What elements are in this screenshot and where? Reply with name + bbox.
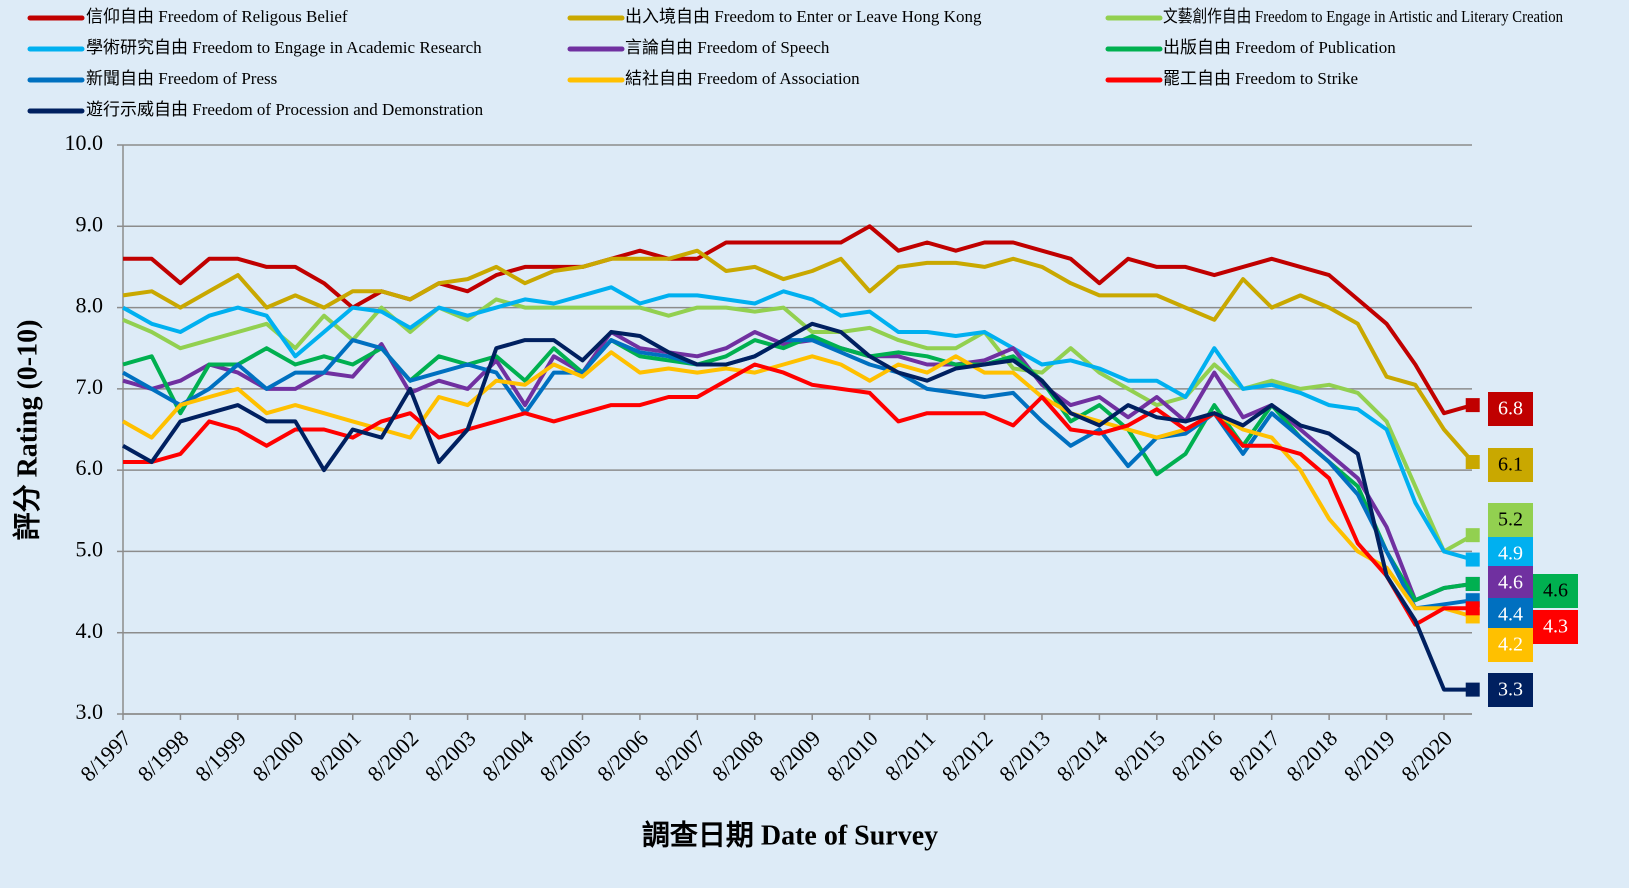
value-label: 6.8	[1498, 398, 1523, 420]
legend-label: 言論自由 Freedom of Speech	[625, 38, 830, 57]
value-label-box	[1488, 503, 1533, 537]
legend-label: 結社自由 Freedom of Association	[625, 69, 860, 88]
end-marker	[1465, 398, 1480, 413]
value-label-box	[1533, 574, 1578, 608]
value-label-box	[1488, 392, 1533, 426]
value-label: 4.9	[1498, 543, 1523, 565]
legend-label: 出版自由 Freedom of Publication	[1163, 38, 1396, 57]
y-tick-label: 4.0	[76, 618, 104, 643]
x-axis-title: 調查日期 Date of Survey	[642, 818, 938, 851]
legend-label: 信仰自由 Freedom of Religous Belief	[86, 7, 348, 26]
legend-label: 遊行示威自由 Freedom of Procession and Demonst…	[86, 100, 484, 119]
end-marker	[1465, 601, 1480, 616]
end-marker	[1465, 528, 1480, 543]
value-label: 6.1	[1498, 454, 1523, 476]
y-tick-label: 6.0	[76, 455, 104, 480]
value-label-box	[1488, 448, 1533, 482]
value-label-box	[1488, 628, 1533, 662]
legend-label: 文藝創作自由 Freedom to Engage in Artistic and…	[1163, 7, 1563, 26]
value-label: 4.6	[1543, 580, 1568, 602]
legend-label: 新聞自由 Freedom of Press	[86, 69, 277, 88]
y-tick-label: 10.0	[65, 130, 104, 155]
y-tick-label: 5.0	[76, 536, 104, 561]
series-line	[122, 248, 1475, 464]
y-tick-label: 9.0	[76, 211, 104, 236]
series-line	[122, 285, 1474, 562]
value-label: 5.2	[1498, 509, 1523, 531]
value-label-box	[1488, 537, 1533, 571]
legend-label: 出入境自由 Freedom to Enter or Leave Hong Kon…	[625, 7, 982, 26]
series-line	[123, 224, 1474, 416]
y-tick-label: 7.0	[76, 374, 104, 399]
legend-label: 罷工自由 Freedom to Strike	[1163, 69, 1358, 88]
value-label: 3.3	[1498, 679, 1523, 701]
series-line	[122, 321, 1473, 692]
end-marker	[1465, 682, 1480, 697]
value-label: 4.2	[1498, 634, 1523, 656]
value-label: 4.6	[1498, 572, 1523, 594]
y-tick-label: 3.0	[76, 699, 104, 724]
value-label-box	[1533, 610, 1578, 644]
legend-label: 學術研究自由 Freedom to Engage in Academic Res…	[86, 38, 482, 57]
value-label-box	[1488, 598, 1533, 632]
value-label: 4.3	[1543, 616, 1568, 638]
value-label-box	[1488, 673, 1533, 707]
y-axis-title: 評分 Rating (0-10)	[10, 320, 43, 541]
series-line	[122, 350, 1474, 619]
end-marker	[1465, 455, 1480, 470]
value-label-box	[1488, 566, 1533, 600]
value-label: 4.4	[1498, 604, 1523, 626]
y-tick-label: 8.0	[76, 293, 104, 318]
end-marker	[1465, 552, 1480, 567]
end-marker	[1465, 576, 1480, 591]
